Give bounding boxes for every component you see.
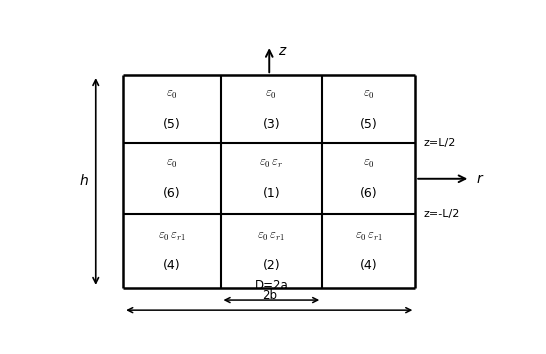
Text: z=L/2: z=L/2 [424, 138, 456, 148]
Text: $\varepsilon_0$: $\varepsilon_0$ [265, 88, 277, 101]
Text: z: z [278, 44, 285, 58]
Text: z=-L/2: z=-L/2 [424, 209, 460, 219]
Text: $\varepsilon_0$: $\varepsilon_0$ [166, 88, 178, 101]
Text: h: h [80, 175, 88, 188]
Text: $\varepsilon_0$: $\varepsilon_0$ [363, 157, 375, 170]
Text: (3): (3) [263, 118, 280, 131]
Text: (1): (1) [263, 187, 280, 200]
Text: (2): (2) [263, 259, 280, 273]
Text: (5): (5) [163, 118, 181, 131]
Text: $\varepsilon_0$: $\varepsilon_0$ [166, 157, 178, 170]
Text: $\varepsilon_0$: $\varepsilon_0$ [363, 88, 375, 101]
Text: r: r [477, 172, 482, 186]
Text: $\varepsilon_0\,\varepsilon_{r1}$: $\varepsilon_0\,\varepsilon_{r1}$ [354, 229, 383, 242]
Text: (6): (6) [360, 187, 377, 200]
Text: 2b: 2b [262, 289, 277, 302]
Text: (6): (6) [163, 187, 181, 200]
Text: (4): (4) [360, 259, 377, 273]
Text: (5): (5) [360, 118, 378, 131]
Text: D=2a: D=2a [254, 279, 288, 292]
Text: $\varepsilon_0\,\varepsilon_{r1}$: $\varepsilon_0\,\varepsilon_{r1}$ [257, 229, 286, 242]
Text: (4): (4) [163, 259, 181, 273]
Text: $\varepsilon_0\,\varepsilon_r$: $\varepsilon_0\,\varepsilon_r$ [259, 157, 283, 170]
Text: $\varepsilon_0\,\varepsilon_{r1}$: $\varepsilon_0\,\varepsilon_{r1}$ [158, 229, 186, 242]
